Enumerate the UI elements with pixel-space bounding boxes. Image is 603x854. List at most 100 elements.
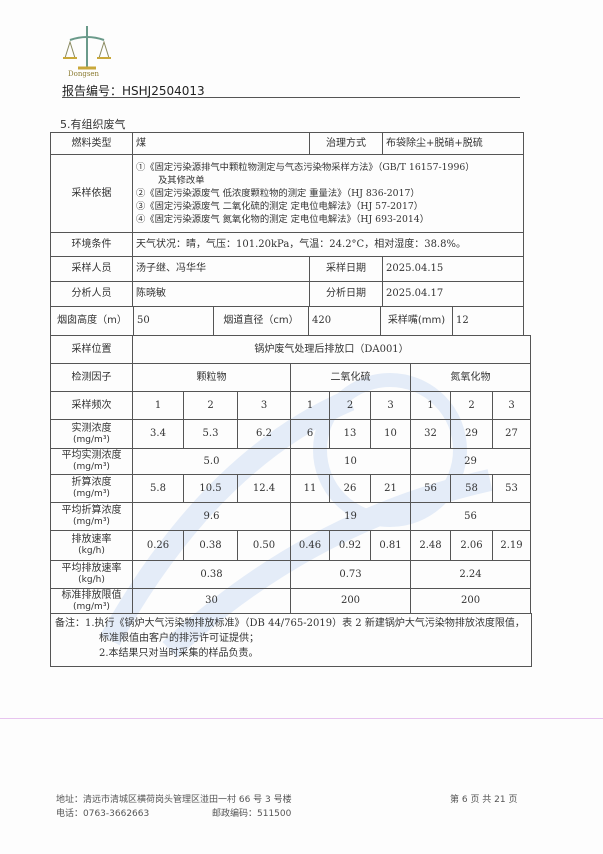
nozzle-value: 12 [452, 306, 524, 336]
analyst-label: 分析人员 [50, 281, 133, 307]
table-cell: 2 [183, 391, 238, 420]
table-cell: 10.5 [183, 474, 238, 503]
location-label: 采样位置 [50, 335, 133, 364]
row-label-text: 标准排放限值 [61, 589, 122, 601]
company-logo [63, 26, 111, 70]
analysis-date-label: 分析日期 [309, 281, 383, 307]
row-label-text: 折算浓度 [71, 477, 112, 489]
factor-label: 检测因子 [50, 363, 133, 392]
table-cell: 5.0 [132, 448, 291, 475]
table-cell: 2.19 [491, 530, 532, 561]
row-label-text: 实测浓度 [71, 422, 112, 434]
nozzle-label: 采样嘴(mm) [380, 306, 453, 336]
notes: 备注：1.执行《锅炉大气污染物排放标准》（DB 44/765-2019）表 2 … [50, 613, 532, 667]
table-cell: 56 [409, 502, 532, 531]
row-unit: (mg/m³) [73, 462, 110, 473]
table-cell: 200 [409, 588, 532, 614]
table-cell: 53 [491, 474, 532, 503]
table-cell: 1 [132, 391, 184, 420]
fuel-label: 燃料类型 [50, 132, 133, 155]
row-unit: (mg/m³) [73, 489, 110, 500]
table-cell: 0.92 [329, 530, 371, 561]
table-cell: 26 [329, 474, 371, 503]
sampler-value: 汤子继、冯华华 [132, 256, 310, 282]
row-label-text: 平均排放速率 [61, 563, 122, 575]
table-cell: 0.46 [290, 530, 330, 561]
table-cell: 0.38 [132, 560, 291, 589]
basis-label: 采样依据 [50, 154, 133, 233]
table-cell: 3.4 [132, 419, 184, 449]
table-cell: 6.2 [237, 419, 291, 449]
sample-date-value: 2025.04.15 [382, 256, 524, 282]
row-label: 平均实测浓度 (mg/m³) [50, 448, 133, 475]
table-cell: 10 [290, 448, 411, 475]
row-label-text: 排放速率 [71, 534, 112, 546]
table-cell: 10 [370, 419, 411, 449]
env-label: 环境条件 [50, 232, 133, 257]
table-cell: 0.73 [290, 560, 411, 589]
basis-item: ②《固定污染源废气 低浓度颗粒物的测定 重量法》（HJ 836-2017） [136, 188, 420, 199]
row-label: 标准排放限值 (mg/m³) [50, 588, 133, 614]
table-cell: 2.24 [409, 560, 532, 589]
stack-height-label: 烟囱高度（m） [50, 306, 134, 336]
table-cell: 9.6 [132, 502, 291, 531]
table-cell: 58 [450, 474, 493, 503]
table-cell: 2.06 [450, 530, 493, 561]
basis-item: ③《固定污染源废气 二氧化硫的测定 定电位电解法》（HJ 57-2017） [136, 201, 424, 212]
duct-diameter-value: 420 [308, 306, 381, 336]
row-label-text: 平均实测浓度 [61, 450, 122, 462]
note-line: 备注：1.执行《锅炉大气污染物排放标准》（DB 44/765-2019）表 2 … [55, 618, 525, 629]
table-row: 排放速率 (kg/h) 0.26 0.38 0.50 0.46 0.92 0.81 2.48 2.… [50, 530, 532, 561]
table-cell: 3 [491, 391, 532, 420]
table-cell: 0.50 [237, 530, 291, 561]
duct-diameter-label: 烟道直径（cm） [213, 306, 309, 336]
table-row: 折算浓度 (mg/m³) 5.8 10.5 12.4 11 26 21 56 58 53 [50, 474, 532, 503]
factor-pm: 颗粒物 [132, 363, 291, 392]
table-cell: 1 [410, 391, 451, 420]
table-cell: 32 [410, 419, 451, 449]
table-row: 标准排放限值 (mg/m³) 30 200 200 [50, 588, 532, 614]
row-unit: (mg/m³) [73, 517, 110, 528]
row-label: 采样频次 [50, 391, 133, 420]
row-label: 折算浓度 (mg/m³) [50, 474, 133, 503]
table-cell: 0.81 [370, 530, 411, 561]
table-cell: 0.38 [183, 530, 238, 561]
stack-height-value: 50 [133, 306, 214, 336]
sampler-label: 采样人员 [50, 256, 133, 282]
analysis-date-value: 2025.04.17 [382, 281, 524, 307]
info-table: 燃料类型煤治理方式 布袋除尘+脱硝+脱硫 采样依据 ①《固定污染源排气中颗粒物测定… [50, 132, 524, 307]
table-row: 采样频次 1 2 3 1 2 3 1 2 3 [50, 391, 532, 420]
table-cell: 29 [450, 419, 493, 449]
table-cell: 13 [329, 419, 371, 449]
row-unit: (mg/m³) [73, 601, 110, 612]
table-cell: 19 [290, 502, 411, 531]
table-cell: 1 [290, 391, 330, 420]
footer-phone: 电话：0763-3662663 [56, 809, 150, 819]
table-cell: 2 [329, 391, 371, 420]
table-cell: 2.48 [410, 530, 451, 561]
location-value: 锅炉废气处理后排放口（DA001） [131, 335, 532, 364]
table-row: 实测浓度 (mg/m³) 3.4 5.3 6.2 6 13 10 32 29 27 [50, 419, 532, 449]
table-row: 平均排放速率 (kg/h) 0.38 0.73 2.24 [50, 560, 532, 589]
sample-date-label: 采样日期 [309, 256, 383, 282]
report-number: 报告编号：HSHJ2504013 [62, 84, 205, 98]
table-cell: 11 [290, 474, 330, 503]
table-cell: 0.26 [132, 530, 184, 561]
table-cell: 56 [410, 474, 451, 503]
table-row: 平均实测浓度 (mg/m³) 5.0 10 29 [50, 448, 532, 475]
note-line: 标准限值由客户的排污许可证提供； [99, 633, 259, 644]
treatment-label: 治理方式 [309, 132, 383, 155]
table-row: 平均折算浓度 (mg/m³) 9.6 19 56 [50, 502, 532, 531]
fuel-value: 煤 [132, 132, 310, 155]
factor-so2: 二氧化硫 [290, 363, 411, 392]
table-cell: 5.8 [132, 474, 184, 503]
row-label-text: 平均折算浓度 [61, 505, 122, 517]
row-label: 平均折算浓度 (mg/m³) [50, 502, 133, 531]
basis-item: ①《固定污染源排气中颗粒物测定与气态污染物采样方法》（GB/T 16157-19… [136, 162, 475, 173]
table-cell: 29 [409, 448, 532, 475]
factor-nox: 氮氧化物 [409, 363, 532, 392]
row-unit: (kg/h) [78, 575, 105, 586]
table-cell: 200 [290, 588, 411, 614]
footer-address: 地址：清远市清城区横荷岗头管理区湴田一村 66 号 3 号楼 [56, 795, 292, 805]
